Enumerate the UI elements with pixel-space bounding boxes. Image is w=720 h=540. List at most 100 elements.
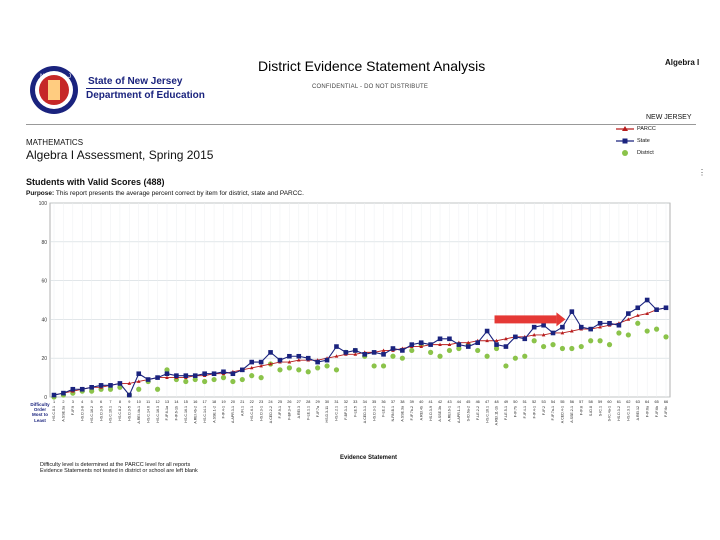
x-tick-label: 53 <box>541 400 545 404</box>
state-point <box>305 355 311 361</box>
district-point <box>277 367 283 373</box>
parcc-point <box>570 329 574 333</box>
x-tick-label: 29 <box>316 400 320 404</box>
x-category-label: HS.C.8.2 <box>118 406 122 421</box>
x-tick-label: 3 <box>72 400 74 404</box>
x-tick-label: 9 <box>128 400 130 404</box>
state-point <box>456 342 462 347</box>
district-point <box>286 365 292 371</box>
x-category-label: F-IF.8 <box>579 406 583 415</box>
legend-parcc: PARCC <box>616 126 656 132</box>
assessment-title: Algebra I Assessment, Spring 2015 <box>26 148 214 162</box>
x-tick-label: 20 <box>231 400 235 404</box>
x-category-label: A.SSE.3a <box>62 406 66 422</box>
purpose-body: This report presents the average percent… <box>54 190 304 197</box>
x-category-label: A.CED.3-1 <box>363 406 367 423</box>
state-point <box>428 342 433 347</box>
state-point <box>597 320 603 326</box>
state-point <box>569 309 575 314</box>
nj-seal-logo: N J <box>30 66 78 114</box>
x-category-label: HS.C.16.1 <box>485 406 489 423</box>
legend-parcc-marker <box>616 126 634 131</box>
x-tick-label: 36 <box>381 400 385 404</box>
x-tick-label: 5 <box>91 400 93 404</box>
parcc-point <box>249 365 254 370</box>
footnote-difficulty: Difficulty level is determined at the PA… <box>40 462 191 468</box>
x-category-label: A.CED.4-1 <box>561 406 565 423</box>
state-point <box>296 353 302 359</box>
footnote-blank: Evidence Statements not tested in distri… <box>40 468 198 474</box>
district-point <box>117 384 123 390</box>
state-point <box>607 320 612 326</box>
state-point <box>108 383 113 388</box>
x-tick-label: 21 <box>240 400 244 404</box>
y-tick-label: 80 <box>41 240 47 246</box>
parcc-point <box>438 342 442 347</box>
report-title: District Evidence Statement Analysis <box>258 58 486 74</box>
state-point <box>541 322 546 328</box>
state-point <box>183 373 189 378</box>
x-tick-label: 24 <box>268 400 272 404</box>
state-point <box>390 346 396 351</box>
parcc-point <box>485 338 489 343</box>
state-point <box>70 386 76 392</box>
state-point <box>258 359 264 365</box>
state-point <box>127 392 132 398</box>
x-category-label: HS.C.16.1 <box>109 406 113 423</box>
x-category-label: S-IC.1 <box>598 406 602 416</box>
state-point <box>654 307 659 312</box>
x-tick-label: 31 <box>334 400 338 404</box>
y-tick-label: 0 <box>44 395 47 401</box>
x-category-label: F-LE.5 <box>353 406 357 417</box>
state-point <box>465 344 471 349</box>
x-category-label: HS.C.2.1 <box>335 406 339 421</box>
district-point <box>578 343 584 350</box>
district-point <box>437 353 443 359</box>
district-point <box>324 363 330 369</box>
svg-text:J: J <box>68 74 71 80</box>
state-label: NEW JERSEY <box>646 114 692 121</box>
district-point <box>625 332 631 338</box>
x-category-label: HS.D.3-8 <box>80 406 84 421</box>
y-tick-label: 20 <box>41 356 47 362</box>
x-tick-label: 60 <box>607 400 611 404</box>
x-tick-label: 66 <box>664 400 668 404</box>
x-tick-label: 6 <box>100 400 102 404</box>
x-category-label: A.REI.4b-1 <box>137 406 141 424</box>
x-category-label: F-IF.6b <box>655 406 659 417</box>
x-category-label: F-IF.7a <box>316 406 320 417</box>
x-category-label: HS.D.3-9 <box>429 406 433 421</box>
x-tick-label: 7 <box>109 400 111 404</box>
state-point <box>192 373 198 378</box>
x-category-label: F-IF.4-1 <box>532 406 536 418</box>
x-category-label: F-LE.1.1 <box>306 406 310 420</box>
x-tick-label: 48 <box>494 400 498 404</box>
x-category-label: F-LE.2 <box>382 406 386 417</box>
district-point <box>503 363 509 369</box>
x-tick-label: 51 <box>523 400 527 404</box>
parcc-point <box>268 362 273 366</box>
legend-district: District <box>616 150 654 156</box>
x-tick-label: 43 <box>447 400 451 404</box>
district-point <box>475 347 481 354</box>
district-point <box>512 355 518 361</box>
x-category-label: A.REI.6-1 <box>448 406 452 422</box>
side-marker: ⋮ <box>698 168 706 177</box>
x-category-label: S-IC.4a-1 <box>608 406 612 421</box>
legend-district-label: District <box>637 150 654 156</box>
state-point <box>381 352 386 357</box>
difficulty-label-line: Order <box>33 407 47 413</box>
parcc-point <box>297 358 301 362</box>
parcc-point <box>494 338 499 343</box>
state-point <box>560 324 565 330</box>
state-point <box>513 334 518 340</box>
x-tick-label: 10 <box>137 400 141 404</box>
district-point <box>456 345 462 352</box>
district-point <box>211 376 217 383</box>
x-tick-label: 47 <box>485 400 489 404</box>
x-category-label: HS.D.3-9 <box>99 406 103 421</box>
x-category-label: F-LE.2-2 <box>476 406 480 420</box>
district-point <box>606 342 613 348</box>
state-point <box>409 342 415 347</box>
state-point <box>79 386 85 392</box>
